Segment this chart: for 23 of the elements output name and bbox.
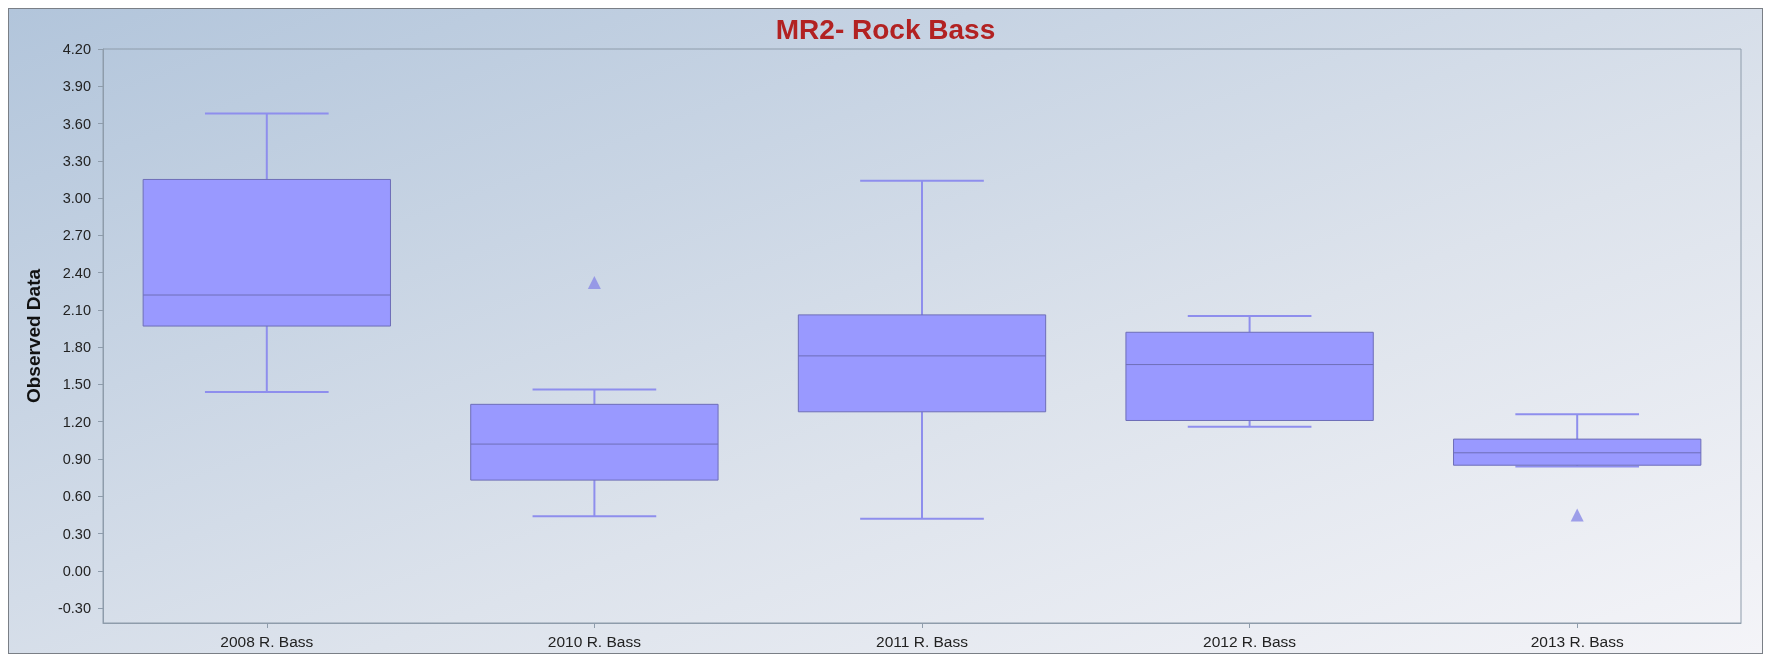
y-tick-label: 1.80: [62, 339, 91, 356]
x-tick-label: 2012 R. Bass: [1203, 632, 1297, 650]
y-tick-label: 4.20: [62, 41, 91, 57]
x-tick-label: 2008 R. Bass: [220, 632, 314, 650]
y-tick-label: 3.90: [62, 78, 91, 95]
y-tick-label: 0.90: [62, 451, 91, 467]
y-tick-label: 1.20: [62, 413, 91, 430]
x-tick-label: 2013 R. Bass: [1530, 632, 1624, 650]
y-tick-label: 2.70: [62, 227, 91, 244]
y-tick-label: 3.60: [62, 115, 91, 132]
y-tick-label: 0.00: [62, 562, 91, 579]
y-tick-label: 1.50: [62, 376, 91, 393]
y-tick-label: 0.30: [62, 525, 91, 542]
y-axis-title: Observed Data: [23, 268, 44, 404]
y-tick-label: 3.30: [62, 152, 91, 169]
y-tick-label: 0.60: [62, 488, 91, 505]
y-tick-label: 3.00: [62, 190, 91, 207]
y-tick-label: 2.10: [62, 301, 91, 318]
x-tick-label: 2011 R. Bass: [876, 632, 969, 650]
chart-title: MR2- Rock Bass: [775, 13, 996, 45]
y-tick-label: -0.30: [57, 600, 91, 617]
x-tick-label: 2010 R. Bass: [547, 632, 642, 650]
y-tick-label: 2.40: [62, 264, 91, 281]
